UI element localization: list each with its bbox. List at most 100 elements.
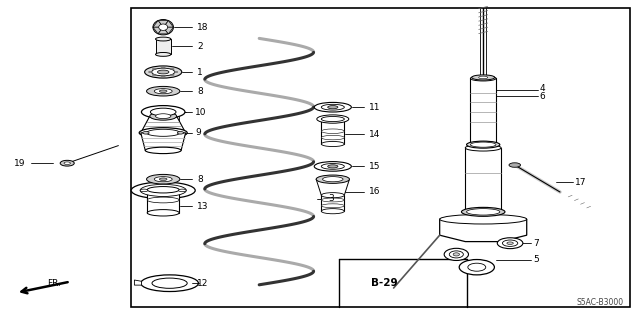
Ellipse shape bbox=[145, 147, 181, 154]
Ellipse shape bbox=[321, 164, 344, 169]
Ellipse shape bbox=[154, 177, 172, 182]
Polygon shape bbox=[158, 20, 168, 27]
Ellipse shape bbox=[170, 68, 174, 70]
Polygon shape bbox=[163, 27, 173, 34]
Text: 5: 5 bbox=[533, 255, 539, 264]
Text: 7: 7 bbox=[533, 239, 539, 248]
Ellipse shape bbox=[317, 115, 349, 123]
Text: S5AC-B3000: S5AC-B3000 bbox=[577, 298, 624, 307]
Ellipse shape bbox=[465, 208, 501, 214]
Ellipse shape bbox=[460, 260, 495, 275]
Text: 15: 15 bbox=[369, 162, 380, 171]
Ellipse shape bbox=[323, 177, 343, 182]
Ellipse shape bbox=[497, 238, 523, 249]
Bar bbox=[321, 195, 344, 211]
Text: 19: 19 bbox=[14, 159, 26, 168]
Polygon shape bbox=[153, 20, 163, 27]
Ellipse shape bbox=[140, 128, 187, 138]
Ellipse shape bbox=[509, 163, 520, 167]
Ellipse shape bbox=[177, 132, 184, 134]
Ellipse shape bbox=[64, 162, 70, 164]
Ellipse shape bbox=[156, 52, 171, 56]
Text: 1: 1 bbox=[197, 68, 203, 76]
Ellipse shape bbox=[161, 67, 165, 68]
Ellipse shape bbox=[147, 129, 180, 136]
Text: 13: 13 bbox=[197, 202, 209, 211]
Ellipse shape bbox=[174, 71, 178, 73]
Ellipse shape bbox=[179, 189, 186, 192]
Ellipse shape bbox=[141, 106, 185, 118]
Ellipse shape bbox=[444, 248, 468, 260]
Ellipse shape bbox=[140, 189, 148, 192]
Ellipse shape bbox=[150, 108, 176, 116]
Ellipse shape bbox=[141, 275, 198, 292]
Ellipse shape bbox=[472, 75, 495, 80]
Ellipse shape bbox=[147, 197, 179, 203]
Ellipse shape bbox=[147, 86, 180, 96]
Bar bbox=[470, 78, 496, 144]
Ellipse shape bbox=[159, 24, 168, 30]
Ellipse shape bbox=[156, 37, 171, 41]
Ellipse shape bbox=[60, 160, 74, 166]
Polygon shape bbox=[158, 27, 168, 34]
Ellipse shape bbox=[152, 278, 188, 288]
Text: 3: 3 bbox=[328, 194, 334, 203]
Ellipse shape bbox=[147, 210, 179, 216]
Bar bbox=[131, 8, 630, 307]
Ellipse shape bbox=[321, 129, 344, 133]
Ellipse shape bbox=[321, 209, 344, 214]
Ellipse shape bbox=[314, 102, 351, 112]
Text: 17: 17 bbox=[575, 178, 586, 187]
Ellipse shape bbox=[150, 112, 177, 120]
Polygon shape bbox=[134, 280, 141, 285]
Bar bbox=[156, 39, 171, 54]
Bar bbox=[465, 148, 501, 211]
Ellipse shape bbox=[321, 141, 344, 147]
Ellipse shape bbox=[470, 76, 496, 81]
Text: 11: 11 bbox=[369, 103, 380, 112]
Ellipse shape bbox=[328, 106, 338, 109]
Text: 14: 14 bbox=[369, 130, 380, 139]
Ellipse shape bbox=[470, 142, 496, 147]
Text: 2: 2 bbox=[197, 42, 203, 51]
Polygon shape bbox=[163, 20, 173, 27]
Ellipse shape bbox=[468, 263, 486, 271]
Ellipse shape bbox=[440, 214, 527, 224]
Ellipse shape bbox=[170, 74, 174, 76]
Ellipse shape bbox=[321, 204, 344, 208]
Ellipse shape bbox=[156, 114, 171, 119]
Text: 12: 12 bbox=[197, 279, 209, 288]
Ellipse shape bbox=[467, 209, 500, 215]
Polygon shape bbox=[440, 219, 527, 242]
Ellipse shape bbox=[153, 20, 173, 35]
Ellipse shape bbox=[159, 90, 167, 92]
Ellipse shape bbox=[152, 74, 156, 76]
Text: 8: 8 bbox=[197, 175, 203, 184]
Ellipse shape bbox=[507, 242, 513, 244]
Ellipse shape bbox=[321, 104, 344, 110]
Polygon shape bbox=[141, 133, 186, 150]
Ellipse shape bbox=[321, 193, 344, 198]
Text: 18: 18 bbox=[197, 23, 209, 32]
Ellipse shape bbox=[470, 141, 496, 147]
Ellipse shape bbox=[465, 145, 501, 151]
Ellipse shape bbox=[157, 70, 169, 74]
Ellipse shape bbox=[321, 198, 344, 202]
Polygon shape bbox=[153, 27, 163, 34]
Ellipse shape bbox=[161, 76, 165, 77]
Ellipse shape bbox=[147, 187, 179, 193]
Ellipse shape bbox=[321, 116, 344, 122]
Ellipse shape bbox=[321, 135, 344, 140]
Ellipse shape bbox=[131, 182, 195, 199]
Text: 4: 4 bbox=[540, 84, 545, 92]
Ellipse shape bbox=[140, 184, 186, 196]
Ellipse shape bbox=[152, 68, 175, 76]
Ellipse shape bbox=[453, 253, 460, 256]
Polygon shape bbox=[316, 179, 349, 195]
Ellipse shape bbox=[479, 76, 488, 79]
Polygon shape bbox=[141, 116, 186, 133]
Ellipse shape bbox=[147, 174, 180, 184]
Text: 16: 16 bbox=[369, 188, 380, 196]
Text: FR.: FR. bbox=[47, 279, 61, 288]
Ellipse shape bbox=[314, 162, 351, 171]
